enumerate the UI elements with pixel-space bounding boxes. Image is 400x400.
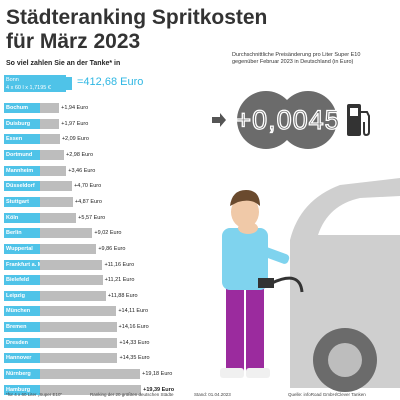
city-label: Duisburg bbox=[4, 118, 40, 129]
city-label: Stuttgart bbox=[4, 196, 40, 207]
bar bbox=[40, 149, 64, 160]
value-label: +14,16 Euro bbox=[118, 324, 149, 331]
value-label: +2,09 Euro bbox=[61, 136, 89, 143]
fuel-pump-icon bbox=[347, 104, 370, 137]
bar bbox=[40, 384, 142, 395]
bar bbox=[40, 337, 118, 348]
title-line-2: für März 2023 bbox=[6, 30, 141, 53]
bar bbox=[40, 259, 103, 270]
city-label: Hannover bbox=[4, 353, 40, 364]
bonn-formula: 4 x 60 l x 1,7195 € bbox=[6, 85, 51, 91]
subtitle: So viel zahlen Sie an der Tanke* in bbox=[6, 60, 121, 67]
value-label: +11,16 Euro bbox=[104, 261, 135, 268]
value-label: +11,88 Euro bbox=[107, 292, 138, 299]
value-label: +14,33 Euro bbox=[119, 339, 150, 346]
city-label: Berlin bbox=[4, 228, 40, 239]
city-label: München bbox=[4, 306, 40, 317]
car-illustration bbox=[290, 178, 400, 392]
title-line-1: Städteranking Spritkosten bbox=[6, 6, 268, 29]
city-label: Bremen bbox=[4, 322, 40, 333]
value-label: +4,70 Euro bbox=[74, 183, 102, 190]
city-label: Essen bbox=[4, 134, 40, 145]
price-change-description: Durchschnittliche Preisänderung pro Lite… bbox=[232, 52, 361, 65]
bar bbox=[40, 228, 93, 239]
city-label: Bielefeld bbox=[4, 275, 40, 286]
city-label: Dresden bbox=[4, 337, 40, 348]
city-label: Wuppertal bbox=[4, 243, 40, 254]
bonn-bar bbox=[66, 77, 72, 90]
city-label: Köln bbox=[4, 212, 40, 223]
source-note: Quelle: infoRoad GmbH/Clever Tanken bbox=[288, 392, 366, 397]
price-change-text: +0,0045 bbox=[235, 105, 340, 135]
value-label: +3,46 Euro bbox=[68, 167, 96, 174]
arrow-right-icon bbox=[212, 113, 226, 127]
city-label: Dortmund bbox=[4, 149, 40, 160]
bonn-label-box: Bonn 4 x 60 l x 1,7195 € bbox=[4, 75, 66, 92]
footnote: *für 4 x 60 Liter „Super E10“ bbox=[6, 392, 63, 397]
city-label: Leipzig bbox=[4, 290, 40, 301]
ranking-note: Ranking der 20 größten deutschen Städte bbox=[90, 392, 174, 397]
city-label: Düsseldorf bbox=[4, 181, 40, 192]
city-label: Bochum bbox=[4, 103, 40, 113]
city-label: Mannheim bbox=[4, 165, 40, 176]
value-label: +14,35 Euro bbox=[119, 355, 150, 362]
value-label: +2,98 Euro bbox=[66, 151, 94, 158]
bar bbox=[40, 103, 60, 113]
price-change-value: +0,0045 bbox=[235, 104, 341, 135]
bonn-value: =412,68 Euro bbox=[77, 76, 144, 88]
page-title: Städteranking Spritkosten für März 2023 bbox=[6, 6, 267, 54]
bar bbox=[40, 369, 141, 380]
date-note: Stand: 01.04.2023 bbox=[194, 392, 231, 397]
man-illustration bbox=[220, 190, 304, 378]
city-label: Hamburg bbox=[4, 384, 40, 395]
bar bbox=[40, 322, 117, 333]
bar bbox=[40, 134, 60, 145]
bar bbox=[40, 353, 118, 364]
bar bbox=[40, 275, 103, 286]
value-label: +9,02 Euro bbox=[94, 230, 122, 237]
bar bbox=[40, 165, 67, 176]
bar bbox=[40, 212, 77, 223]
value-label: +11,21 Euro bbox=[104, 277, 135, 284]
value-label: +1,97 Euro bbox=[61, 120, 89, 127]
bar bbox=[40, 290, 106, 301]
bar bbox=[40, 181, 73, 192]
bar bbox=[40, 306, 117, 317]
value-label: +1,94 Euro bbox=[61, 105, 89, 111]
value-label: +4,87 Euro bbox=[74, 198, 102, 205]
bar bbox=[40, 243, 97, 254]
city-label: Nürnberg bbox=[4, 369, 40, 380]
bar bbox=[40, 196, 73, 207]
bar bbox=[40, 118, 60, 129]
value-label: +9,86 Euro bbox=[98, 245, 126, 252]
value-label: +19,18 Euro bbox=[142, 371, 173, 378]
value-label: +19,39 Euro bbox=[143, 386, 175, 393]
value-label: +5,57 Euro bbox=[78, 214, 106, 221]
value-label: +14,11 Euro bbox=[118, 308, 149, 315]
bonn-city: Bonn bbox=[6, 77, 19, 83]
city-label: Frankfurt a. M. bbox=[4, 259, 40, 270]
